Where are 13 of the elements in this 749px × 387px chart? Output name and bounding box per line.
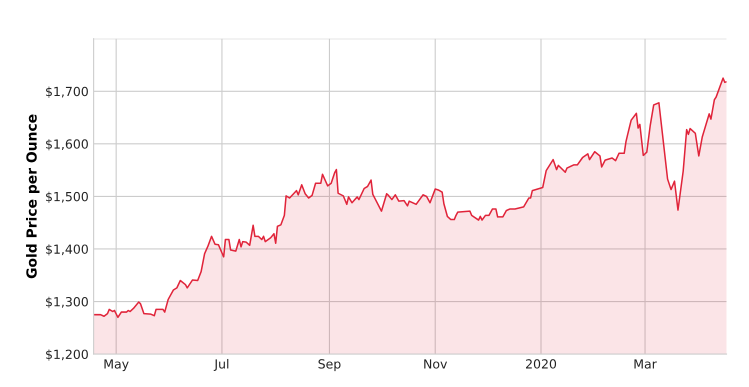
y-tick-label: $1,400 bbox=[46, 244, 88, 256]
x-tick-label: Nov bbox=[424, 359, 448, 369]
y-tick-label: $1,300 bbox=[46, 296, 88, 308]
x-tick-label: 2020 bbox=[526, 359, 556, 369]
y-tick-label: $1,700 bbox=[46, 86, 88, 98]
y-tick-label: $1,500 bbox=[46, 192, 88, 203]
y-tick-label: $1,200 bbox=[46, 349, 88, 361]
x-tick-label: Jul bbox=[214, 358, 228, 371]
x-tick-label: Sep bbox=[318, 359, 341, 372]
x-tick-label: May bbox=[104, 359, 129, 372]
y-tick-label: $1,600 bbox=[46, 139, 88, 150]
x-tick-label: Mar bbox=[634, 359, 657, 369]
y-axis-title: Gold Price per Ounce bbox=[26, 114, 40, 278]
